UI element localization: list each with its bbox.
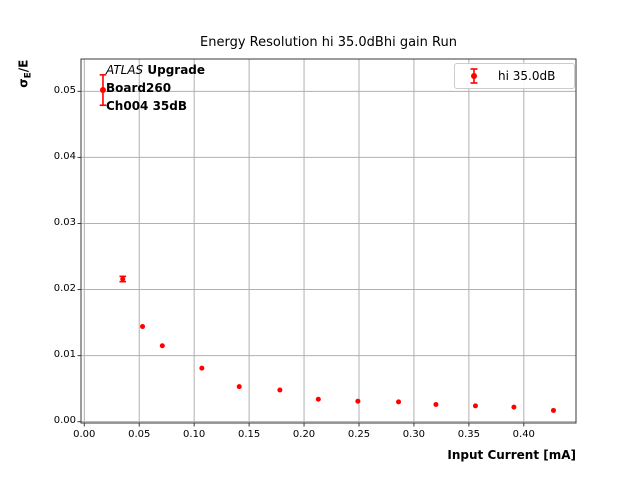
x-tick-label: 0.00 <box>73 429 96 440</box>
legend-errorbar-point-icon <box>470 68 478 84</box>
x-tick-label: 0.40 <box>512 429 535 440</box>
x-tick-label: 0.20 <box>292 429 316 440</box>
data-point <box>140 324 146 330</box>
data-point <box>511 404 517 410</box>
x-tick-label: 0.15 <box>237 429 261 440</box>
y-tick-label: 0.05 <box>53 84 76 96</box>
data-point <box>355 398 361 404</box>
data-point <box>396 399 402 405</box>
data-point <box>433 402 439 408</box>
y-tick-label: 0.00 <box>53 415 76 427</box>
data-point <box>315 396 321 402</box>
x-tick-label: 0.05 <box>128 429 151 440</box>
annotation-line-3: Ch004 35dB <box>106 99 188 113</box>
data-point <box>199 365 205 371</box>
axes-spines <box>80 58 577 424</box>
y-axis-label-rest: /E <box>16 59 31 73</box>
y-tick-label: 0.02 <box>53 283 76 295</box>
data-point <box>120 276 126 282</box>
legend-series-label: hi 35.0dB <box>498 69 556 83</box>
chart-title: Energy Resolution hi 35.0dBhi gain Run <box>200 35 457 50</box>
data-point <box>472 403 478 409</box>
y-tick-label: 0.04 <box>53 150 76 162</box>
x-tick-label: 0.10 <box>183 429 206 440</box>
annotation-line-1: ATLAS Upgrade <box>106 61 205 79</box>
data-point <box>550 407 556 413</box>
y-axis-label-sigma: σ <box>16 78 31 88</box>
data-point <box>99 87 106 94</box>
y-tick-label: 0.03 <box>53 216 76 228</box>
y-axis-label-subscript: E <box>23 72 34 79</box>
x-tick-label: 0.25 <box>347 429 371 440</box>
x-tick-label: 0.30 <box>402 429 426 440</box>
x-tick-label: 0.35 <box>457 429 480 440</box>
data-point <box>277 387 283 393</box>
annotation-atlas-text: ATLAS <box>106 63 144 77</box>
data-point <box>236 384 242 390</box>
y-axis-label: σE/E <box>16 35 33 113</box>
y-tick-label: 0.01 <box>53 349 76 361</box>
data-point <box>159 343 165 349</box>
legend-box: hi 35.0dB <box>454 63 575 89</box>
x-axis-label: Input Current [mA] <box>447 448 576 462</box>
annotation-upgrade-text: Upgrade <box>143 63 206 77</box>
annotation-line-2: Board260 <box>106 81 172 95</box>
annotation-block: ATLAS Upgrade Board260 Ch004 35dB <box>106 61 205 115</box>
